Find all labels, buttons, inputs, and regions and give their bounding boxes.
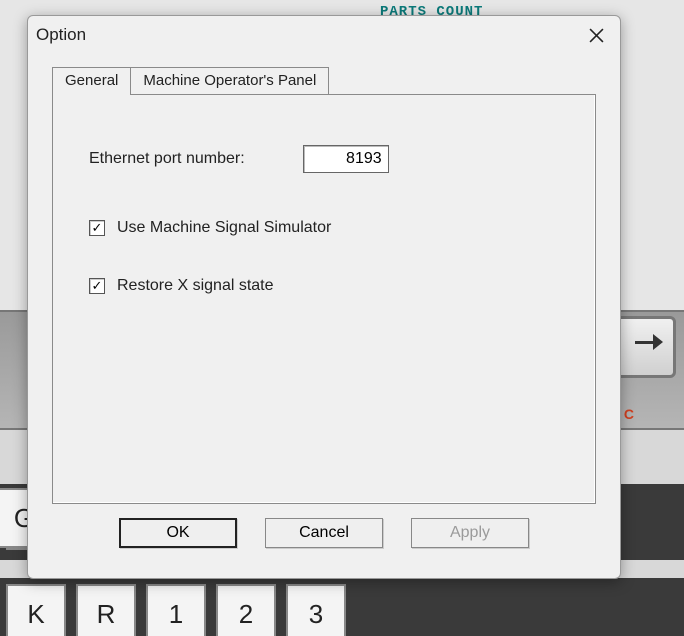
dialog-title: Option [36,25,86,45]
restore-x-label: Restore X signal state [117,277,274,295]
restore-x-checkbox[interactable] [89,278,105,294]
ok-button[interactable]: OK [119,518,237,548]
restore-x-row: Restore X signal state [89,277,567,295]
keyboard-row: K R 1 2 3 [0,578,684,636]
key[interactable]: 1 [146,584,206,636]
cancel-button[interactable]: Cancel [265,518,383,548]
use-simulator-label: Use Machine Signal Simulator [117,219,331,237]
bg-arrow-button[interactable] [614,316,676,378]
use-simulator-row: Use Machine Signal Simulator [89,219,567,237]
tabstrip: General Machine Operator's Panel [52,64,596,94]
tab-general[interactable]: General [52,67,131,95]
dialog-button-row: OK Cancel Apply [52,504,596,548]
close-button[interactable] [582,21,610,49]
key[interactable]: K [6,584,66,636]
tab-machine-operators-panel[interactable]: Machine Operator's Panel [130,67,329,94]
use-simulator-checkbox[interactable] [89,220,105,236]
key[interactable]: 2 [216,584,276,636]
ethernet-port-row: Ethernet port number: [89,145,567,173]
key[interactable]: 3 [286,584,346,636]
titlebar: Option [28,16,620,54]
tab-area: General Machine Operator's Panel Etherne… [52,64,596,578]
key[interactable]: R [76,584,136,636]
ethernet-port-input[interactable] [303,145,389,173]
apply-button: Apply [411,518,529,548]
ethernet-port-label: Ethernet port number: [89,150,245,168]
option-dialog: Option General Machine Operator's Panel … [27,15,621,579]
close-icon [589,28,604,43]
tab-panel-general: Ethernet port number: Use Machine Signal… [52,94,596,504]
bg-c-label: C [624,406,634,422]
